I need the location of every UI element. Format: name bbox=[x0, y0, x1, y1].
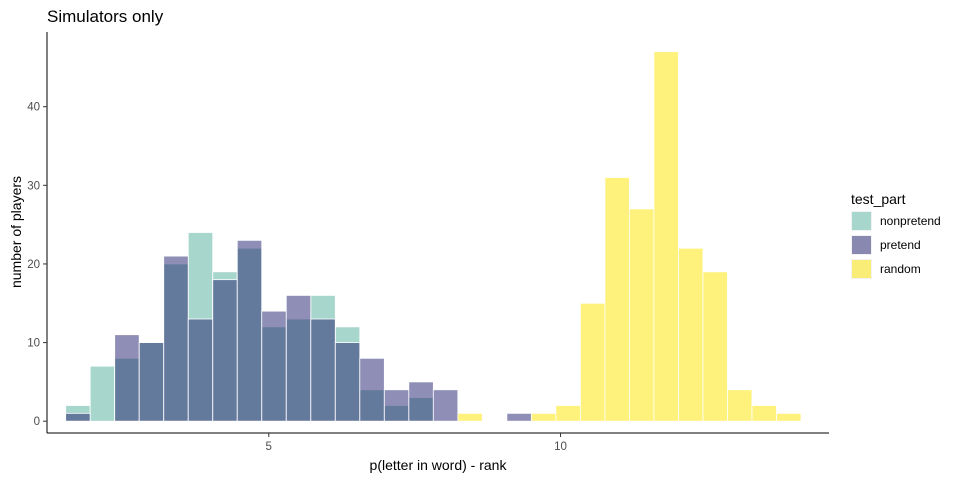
bar-random-6 bbox=[653, 51, 679, 422]
bar-pretend-3 bbox=[138, 342, 165, 422]
bar-pretend-15 bbox=[432, 389, 459, 422]
y-tick-label-0: 0 bbox=[34, 416, 40, 428]
legend-swatch-pretend bbox=[852, 236, 871, 254]
bar-random-7 bbox=[678, 247, 704, 422]
bar-nonpretend-1 bbox=[89, 365, 116, 422]
x-tick-label-0: 5 bbox=[266, 441, 272, 453]
bar-random-10 bbox=[751, 405, 777, 422]
y-ticks: 0 10 20 30 40 bbox=[27, 102, 47, 428]
bar-pretend-14 bbox=[408, 381, 434, 422]
y-tick-label-4: 40 bbox=[27, 102, 40, 114]
legend: test_part nonpretend pretend random bbox=[851, 191, 941, 279]
bar-pretend-11 bbox=[334, 342, 361, 422]
bar-pretend-8 bbox=[261, 310, 287, 422]
bar-pretend-6 bbox=[212, 279, 238, 422]
bar-pretend-16 bbox=[506, 412, 532, 422]
bar-random-11 bbox=[776, 412, 802, 422]
y-tick-label-3: 30 bbox=[27, 180, 40, 192]
bar-random-1 bbox=[530, 412, 557, 422]
legend-title: test_part bbox=[851, 191, 906, 207]
x-axis-title: p(letter in word) - rank bbox=[370, 457, 508, 473]
legend-swatch-nonpretend bbox=[852, 212, 871, 230]
bars-layer bbox=[65, 51, 802, 422]
bar-pretend-13 bbox=[383, 389, 410, 422]
x-ticks: 5 10 bbox=[266, 433, 567, 453]
bar-pretend-9 bbox=[285, 295, 312, 422]
legend-label-random: random bbox=[880, 262, 921, 276]
bar-random-4 bbox=[604, 177, 630, 422]
bar-pretend-2 bbox=[114, 334, 140, 422]
bar-random-5 bbox=[629, 208, 655, 422]
legend-label-pretend: pretend bbox=[880, 238, 921, 252]
bar-random-3 bbox=[579, 302, 606, 422]
x-tick-label-1: 10 bbox=[554, 441, 567, 453]
bar-pretend-4 bbox=[163, 255, 189, 422]
y-axis-title: number of players bbox=[8, 176, 24, 288]
bar-random-8 bbox=[702, 271, 728, 422]
bar-pretend-12 bbox=[359, 357, 385, 422]
y-tick-label-1: 10 bbox=[27, 338, 40, 350]
chart-title: Simulators only bbox=[47, 7, 164, 26]
y-tick-label-2: 20 bbox=[27, 259, 40, 271]
legend-label-nonpretend: nonpretend bbox=[880, 214, 941, 228]
bar-random-9 bbox=[727, 389, 753, 422]
bar-pretend-5 bbox=[187, 318, 214, 422]
bar-random-0 bbox=[457, 412, 483, 422]
bar-pretend-7 bbox=[236, 239, 263, 422]
legend-swatch-random bbox=[852, 260, 871, 278]
bar-pretend-10 bbox=[310, 318, 336, 422]
bar-random-2 bbox=[555, 405, 581, 422]
bar-pretend-0 bbox=[65, 412, 91, 422]
